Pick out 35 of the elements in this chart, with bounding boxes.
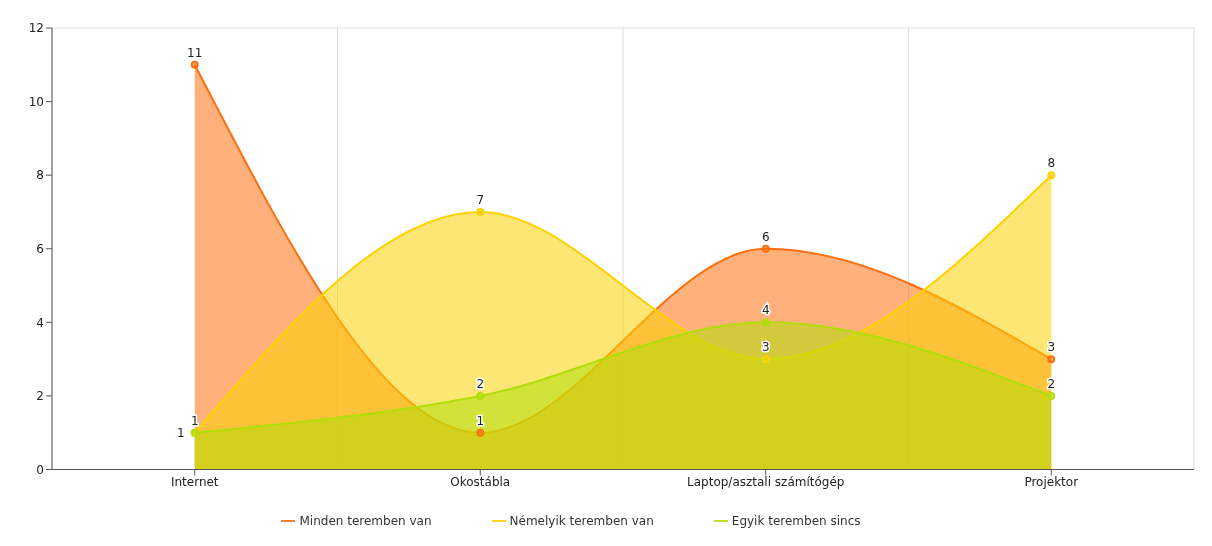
data-label: 11 [187, 45, 203, 60]
point [476, 391, 485, 400]
x-tick-label: Internet [170, 475, 219, 490]
y-tick-label: 8 [36, 168, 44, 183]
point [1047, 391, 1056, 400]
point [476, 428, 485, 437]
y-tick-label: 2 [36, 389, 44, 404]
data-label: 1 [190, 413, 199, 428]
data-label: 1 [476, 413, 485, 428]
legend-label: Egyik teremben sincs [731, 513, 861, 528]
point [761, 244, 770, 253]
point [761, 318, 770, 327]
data-label: 2 [476, 376, 485, 391]
point [761, 355, 770, 364]
y-tick-label: 4 [36, 315, 44, 330]
data-label: 6 [761, 229, 770, 244]
data-label: 4 [761, 303, 770, 318]
legend-label: Némelyik teremben van [509, 513, 654, 528]
point [190, 60, 199, 69]
legend-label: Minden teremben van [299, 513, 432, 528]
point [1047, 171, 1056, 180]
y-tick-label: 6 [36, 242, 44, 257]
y-tick-label: 0 [36, 462, 44, 477]
y-tick-label: 10 [28, 94, 44, 109]
x-tick-label: Okostábla [450, 475, 511, 490]
y-tick-label: 12 [28, 21, 44, 36]
data-label: 8 [1047, 156, 1056, 171]
data-label: 7 [476, 192, 485, 207]
x-tick-label: Laptop/asztali számítógép [687, 475, 845, 490]
point [1047, 355, 1056, 364]
data-label: 1 [177, 425, 185, 440]
point [476, 207, 485, 216]
x-tick-label: Projektor [1024, 475, 1079, 490]
data-label: 3 [761, 340, 770, 355]
data-label: 3 [1047, 340, 1056, 355]
